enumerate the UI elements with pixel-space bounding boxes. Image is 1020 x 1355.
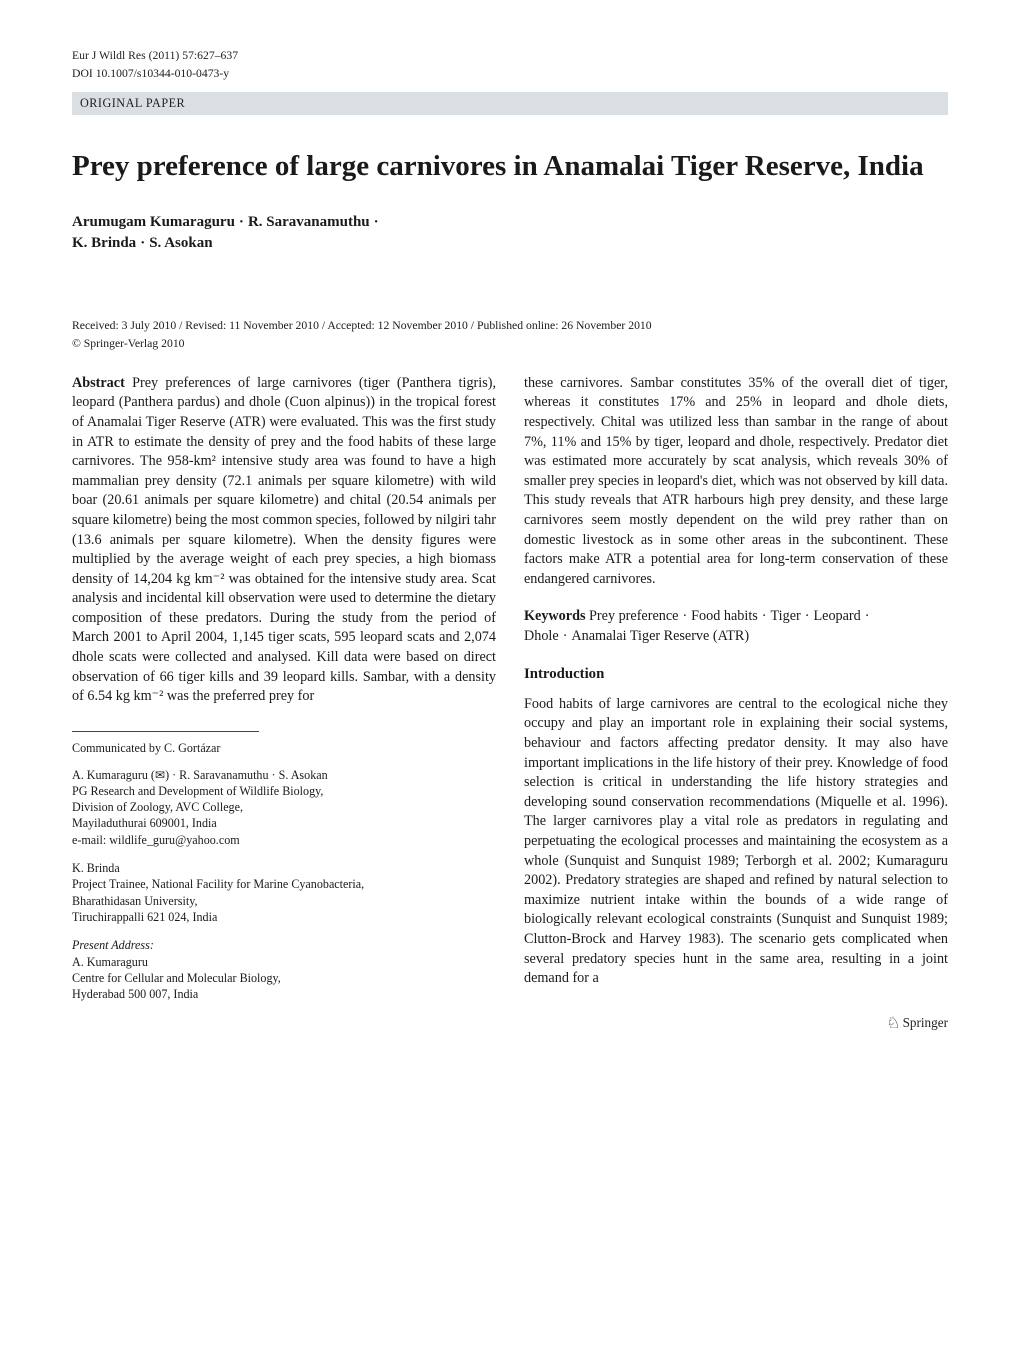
- article-category: ORIGINAL PAPER: [72, 92, 948, 115]
- keyword-5: Dhole: [524, 628, 559, 644]
- author-4: S. Asokan: [149, 235, 212, 251]
- abstract-text-right: these carnivores. Sambar constitutes 35%…: [524, 374, 948, 590]
- present-city: Hyderabad 500 007, India: [72, 986, 496, 1002]
- running-header: Eur J Wildl Res (2011) 57:627–637: [72, 48, 948, 64]
- footnote-divider: [72, 731, 259, 732]
- two-column-body: Abstract Prey preferences of large carni…: [72, 374, 948, 1035]
- keyword-6: Anamalai Tiger Reserve (ATR): [571, 628, 749, 644]
- author-list: Arumugam Kumaraguru·R. Saravanamuthu· K.…: [72, 212, 948, 254]
- journal-reference: Eur J Wildl Res (2011) 57:627–637: [72, 48, 238, 64]
- left-column: Abstract Prey preferences of large carni…: [72, 374, 496, 1035]
- affiliation-block-2: K. Brinda Project Trainee, National Faci…: [72, 860, 496, 925]
- communicated-by: Communicated by C. Gortázar: [72, 740, 496, 757]
- affil2-author: K. Brinda: [72, 860, 496, 876]
- keyword-4: Leopard: [813, 608, 860, 624]
- affil2-city: Tiruchirappalli 621 024, India: [72, 909, 496, 925]
- affil1-email: e-mail: wildlife_guru@yahoo.com: [72, 832, 496, 848]
- affil2-univ: Bharathidasan University,: [72, 893, 496, 909]
- keywords-block: Keywords Prey preference·Food habits·Tig…: [524, 607, 948, 646]
- abstract-right: these carnivores. Sambar constitutes 35%…: [524, 374, 948, 590]
- article-dates: Received: 3 July 2010 / Revised: 11 Nove…: [72, 318, 948, 334]
- keyword-1: Prey preference: [589, 608, 678, 624]
- author-2: R. Saravanamuthu: [248, 214, 370, 230]
- abstract-label: Abstract: [72, 375, 125, 391]
- article-title: Prey preference of large carnivores in A…: [72, 149, 948, 184]
- keywords-label: Keywords: [524, 608, 585, 624]
- keyword-3: Tiger: [771, 608, 801, 624]
- doi: DOI 10.1007/s10344-010-0473-y: [72, 66, 948, 82]
- present-author: A. Kumaraguru: [72, 954, 496, 970]
- copyright: © Springer-Verlag 2010: [72, 336, 948, 352]
- affil1-city: Mayiladuthurai 609001, India: [72, 815, 496, 831]
- introduction-heading: Introduction: [524, 664, 948, 684]
- abstract-left: Abstract Prey preferences of large carni…: [72, 374, 496, 707]
- affil1-division: Division of Zoology, AVC College,: [72, 799, 496, 815]
- present-inst: Centre for Cellular and Molecular Biolog…: [72, 970, 496, 986]
- present-address-block: Present Address: A. Kumaraguru Centre fo…: [72, 937, 496, 1002]
- affil2-role: Project Trainee, National Facility for M…: [72, 876, 496, 892]
- publisher-name: Springer: [903, 1015, 948, 1030]
- springer-horse-icon: ♘: [886, 1013, 900, 1035]
- present-address-label: Present Address:: [72, 937, 496, 953]
- affil1-authors: A. Kumaraguru (✉) · R. Saravanamuthu · S…: [72, 767, 496, 783]
- right-column: these carnivores. Sambar constitutes 35%…: [524, 374, 948, 1035]
- keyword-2: Food habits: [691, 608, 758, 624]
- author-1: Arumugam Kumaraguru: [72, 214, 235, 230]
- affil1-dept: PG Research and Development of Wildlife …: [72, 783, 496, 799]
- publisher-logo: ♘Springer: [524, 1013, 948, 1035]
- affiliation-block-1: A. Kumaraguru (✉) · R. Saravanamuthu · S…: [72, 767, 496, 849]
- author-3: K. Brinda: [72, 235, 136, 251]
- introduction-text: Food habits of large carnivores are cent…: [524, 695, 948, 989]
- abstract-text-left: Prey preferences of large carnivores (ti…: [72, 375, 496, 705]
